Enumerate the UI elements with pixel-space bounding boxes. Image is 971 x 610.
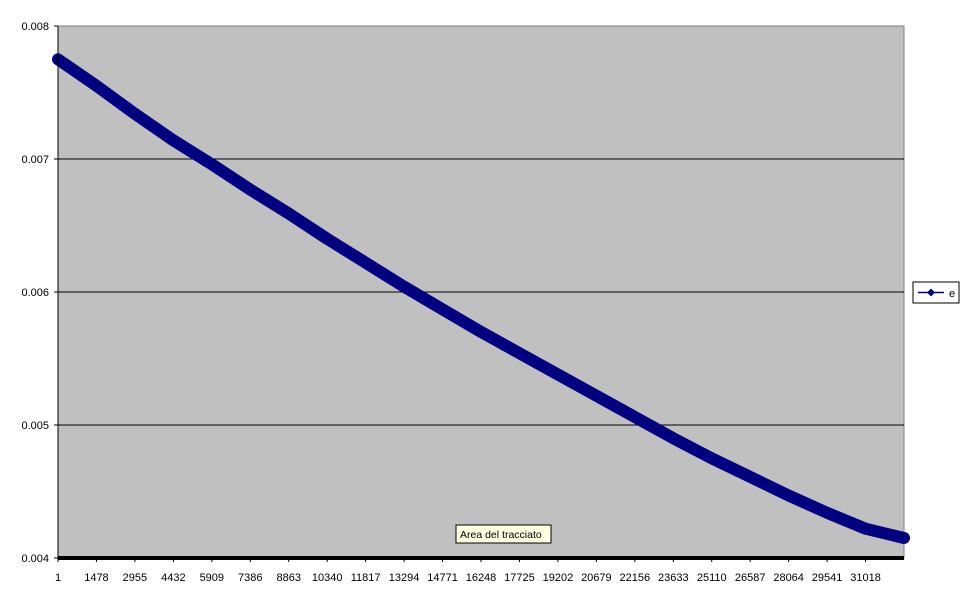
- x-tick-label: 11817: [351, 572, 381, 584]
- x-tick-label: 17725: [504, 572, 535, 584]
- data-point[interactable]: [822, 507, 833, 518]
- x-tick-label: 13294: [389, 572, 420, 584]
- data-point[interactable]: [322, 233, 333, 244]
- data-point[interactable]: [206, 159, 217, 170]
- x-tick-label: 25110: [697, 572, 727, 584]
- y-tick-label: 0.008: [21, 21, 49, 33]
- data-point[interactable]: [783, 490, 794, 501]
- x-tick-label: 7386: [238, 572, 262, 584]
- x-tick-label: 1478: [84, 572, 108, 584]
- data-point[interactable]: [399, 281, 410, 292]
- y-tick-label: 0.007: [21, 154, 49, 166]
- tooltip-text: Area del tracciato: [460, 529, 542, 541]
- x-tick-label: 22156: [620, 572, 651, 584]
- data-point[interactable]: [745, 471, 756, 482]
- data-point[interactable]: [476, 326, 486, 337]
- data-point[interactable]: [552, 369, 563, 380]
- data-point[interactable]: [283, 208, 294, 219]
- x-tick-label: 26587: [735, 572, 766, 584]
- data-point[interactable]: [514, 348, 525, 359]
- legend-label: e: [949, 288, 955, 300]
- data-point[interactable]: [706, 453, 717, 464]
- data-point[interactable]: [91, 80, 102, 91]
- series-layer: [52, 53, 910, 544]
- data-point[interactable]: [168, 135, 179, 146]
- x-tick-label: 29541: [812, 572, 843, 584]
- data-point[interactable]: [668, 433, 679, 444]
- y-tick-label: 0.004: [21, 553, 49, 565]
- data-point[interactable]: [591, 390, 602, 401]
- data-point[interactable]: [899, 533, 909, 544]
- data-point[interactable]: [129, 108, 140, 119]
- x-tick-label: 31018: [850, 572, 881, 584]
- data-point[interactable]: [437, 304, 448, 315]
- data-point[interactable]: [629, 412, 640, 423]
- data-point[interactable]: [245, 184, 256, 195]
- x-tick-label: 5909: [200, 572, 224, 584]
- data-point[interactable]: [360, 257, 371, 268]
- x-tick-label: 23633: [658, 572, 689, 584]
- x-tick-label: 2955: [123, 572, 147, 584]
- y-tick-label: 0.006: [21, 287, 49, 299]
- x-tick-label: 19202: [543, 572, 574, 584]
- y-axis-ticks: 0.004 0.005 0.006 0.007 0.008: [21, 21, 58, 565]
- x-tick-label: 14771: [427, 572, 458, 584]
- data-point[interactable]: [860, 523, 871, 534]
- x-tick-label: 1: [55, 572, 61, 584]
- x-tick-label: 16248: [466, 572, 497, 584]
- tooltip: Area del tracciato: [455, 524, 552, 544]
- y-tick-label: 0.005: [21, 420, 49, 432]
- x-tick-label: 20679: [581, 572, 612, 584]
- legend-diamond-icon: [927, 288, 935, 297]
- tooltip-box: [455, 524, 552, 544]
- x-axis-ticks: 1 1478 2955 4432 5909 7386 8863 10340 11817 13294…: [55, 558, 881, 584]
- legend[interactable]: e: [912, 281, 960, 304]
- x-tick-label: 10340: [312, 572, 343, 584]
- x-tick-label: 8863: [276, 572, 300, 584]
- x-tick-label: 4432: [161, 572, 185, 584]
- x-tick-label: 28064: [773, 572, 804, 584]
